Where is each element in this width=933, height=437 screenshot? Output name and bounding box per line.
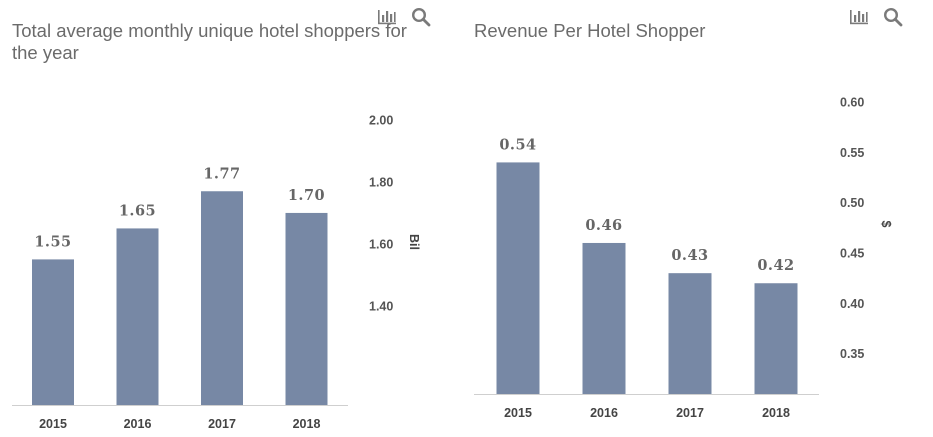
x-tick-label: 2016: [590, 406, 618, 420]
data-label: 0.42: [757, 257, 794, 274]
bar: [116, 228, 159, 405]
chart-toolbar: [848, 6, 904, 28]
bar-chart-icon[interactable]: [848, 6, 870, 28]
data-label: 1.70: [288, 187, 325, 204]
bar: [754, 283, 798, 394]
x-tick-label: 2018: [293, 417, 321, 431]
bar-chart-shoppers: 1.55 2015 1.65 2016 1.77 2017 1.70 2018 1.40 1.60…: [12, 114, 421, 431]
y-tick-label: 0.60: [840, 96, 864, 110]
bar: [582, 242, 626, 394]
data-label: 1.77: [203, 165, 240, 182]
bar: [496, 162, 540, 394]
bar: [668, 273, 712, 394]
y-tick-label: 1.60: [369, 237, 393, 251]
data-label: 0.46: [585, 217, 622, 234]
bar: [32, 259, 74, 405]
chart-panel-revenue: Revenue Per Hotel Shopper 0.54 2015 0.46 20…: [462, 0, 933, 437]
y-axis-label: $: [879, 221, 893, 228]
search-icon[interactable]: [410, 6, 432, 28]
x-tick-label: 2018: [762, 406, 790, 420]
data-label: 1.65: [119, 202, 156, 219]
y-tick-label: 1.40: [369, 299, 393, 313]
y-tick-label: 0.55: [840, 146, 864, 160]
data-label: 0.54: [499, 136, 536, 153]
chart-title: Total average monthly unique hotel shopp…: [12, 20, 407, 63]
y-tick-label: 0.45: [840, 247, 864, 261]
bar: [285, 212, 328, 405]
bar-chart-revenue: 0.54 2015 0.46 2016 0.43 2017 0.42 2018 0.35 0.40…: [474, 96, 893, 420]
y-tick-label: 0.40: [840, 297, 864, 311]
bar: [201, 191, 243, 405]
data-label: 1.55: [34, 233, 71, 250]
x-tick-label: 2017: [208, 417, 236, 431]
search-icon[interactable]: [882, 6, 904, 28]
x-tick-label: 2015: [39, 417, 67, 431]
y-axis-label: Bil: [407, 234, 421, 250]
y-tick-label: 2.00: [369, 114, 393, 128]
x-tick-label: 2017: [676, 406, 704, 420]
chart-toolbar: [376, 6, 432, 28]
bar-chart-icon[interactable]: [376, 6, 398, 28]
data-label: 0.43: [671, 247, 708, 264]
y-tick-label: 1.80: [369, 175, 393, 189]
y-tick-label: 0.35: [840, 347, 864, 361]
x-tick-label: 2015: [504, 406, 532, 420]
x-tick-label: 2016: [124, 417, 152, 431]
y-tick-label: 0.50: [840, 196, 864, 210]
chart-title: Revenue Per Hotel Shopper: [474, 20, 706, 41]
chart-panel-shoppers: Total average monthly unique hotel shopp…: [0, 0, 460, 437]
